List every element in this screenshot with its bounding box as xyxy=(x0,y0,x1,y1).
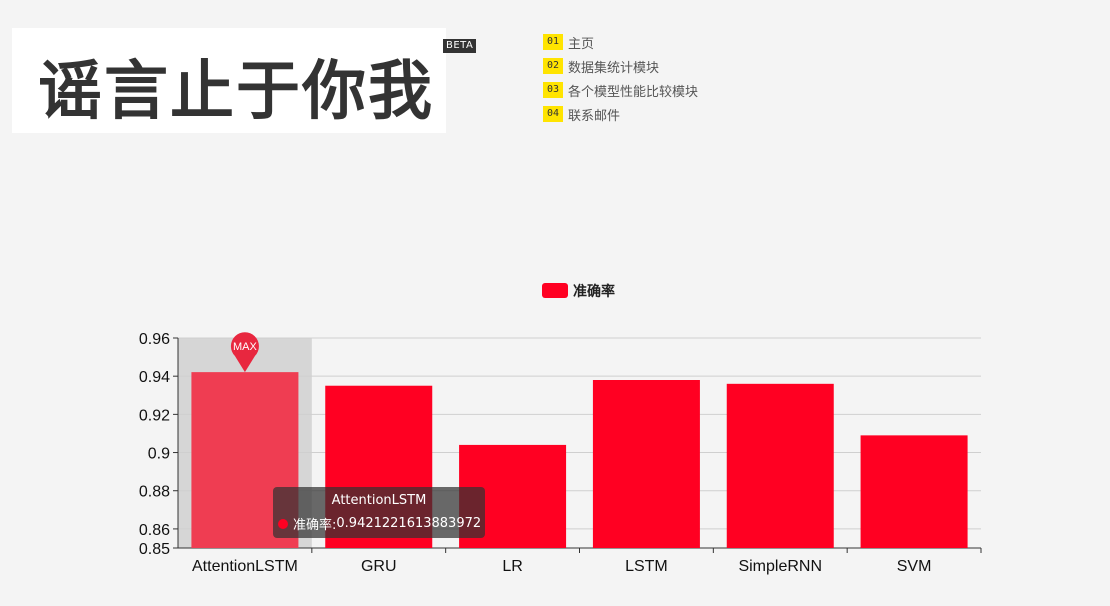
nav-menu: 01 主页 02 数据集统计模块 03 各个模型性能比较模块 04 联系邮件 xyxy=(543,30,698,126)
legend-swatch xyxy=(542,283,568,298)
nav-number: 04 xyxy=(543,106,563,122)
nav-item-model-comparison[interactable]: 03 各个模型性能比较模块 xyxy=(543,78,698,102)
bar-lstm xyxy=(592,380,700,548)
x-tick-label: AttentionLSTM xyxy=(192,558,298,575)
legend-label: 准确率 xyxy=(573,283,615,300)
y-tick-label: 0.96 xyxy=(139,331,170,348)
y-tick-label: 0.85 xyxy=(139,541,170,558)
y-tick-label: 0.88 xyxy=(139,484,170,501)
tooltip-row: 准确率: 0.9421221613883972 xyxy=(278,514,481,533)
tooltip-title: AttentionLSTM xyxy=(331,493,427,508)
y-tick-label: 0.86 xyxy=(139,522,170,539)
nav-label: 各个模型性能比较模块 xyxy=(568,84,699,100)
nav-label: 数据集统计模块 xyxy=(568,60,660,76)
max-marker-pin xyxy=(230,332,259,373)
bar-svm xyxy=(860,435,968,548)
nav-number: 01 xyxy=(543,34,563,50)
nav-item-home[interactable]: 01 主页 xyxy=(543,30,698,54)
y-tick-label: 0.94 xyxy=(139,369,170,386)
x-tick-label: SimpleRNN xyxy=(738,558,822,575)
tooltip-series-dot xyxy=(278,518,288,529)
chart-tooltip: AttentionLSTM 准确率: 0.9421221613883972 xyxy=(273,487,485,538)
tooltip-series-name: 准确率: xyxy=(293,518,337,533)
y-tick-label: 0.9 xyxy=(148,446,170,463)
nav-label: 联系邮件 xyxy=(568,108,621,124)
nav-number: 03 xyxy=(543,82,563,98)
y-tick-label: 0.92 xyxy=(139,407,170,424)
bar-simplernn xyxy=(726,383,834,548)
max-marker-label: MAX xyxy=(233,341,258,353)
nav-number: 02 xyxy=(543,58,563,74)
tooltip-value: 0.9421221613883972 xyxy=(336,516,482,531)
nav-item-dataset-stats[interactable]: 02 数据集统计模块 xyxy=(543,54,698,78)
nav-label: 主页 xyxy=(568,36,595,52)
x-tick-label: SVM xyxy=(897,558,932,575)
logo-title: 谣言止于你我 xyxy=(38,54,434,129)
x-tick-label: LSTM xyxy=(625,558,668,575)
beta-badge: BETA xyxy=(443,39,477,53)
x-tick-label: GRU xyxy=(361,558,397,575)
nav-item-contact-email[interactable]: 04 联系邮件 xyxy=(543,102,698,126)
logo-box: 谣言止于你我 xyxy=(12,28,446,133)
x-tick-label: LR xyxy=(502,558,522,575)
